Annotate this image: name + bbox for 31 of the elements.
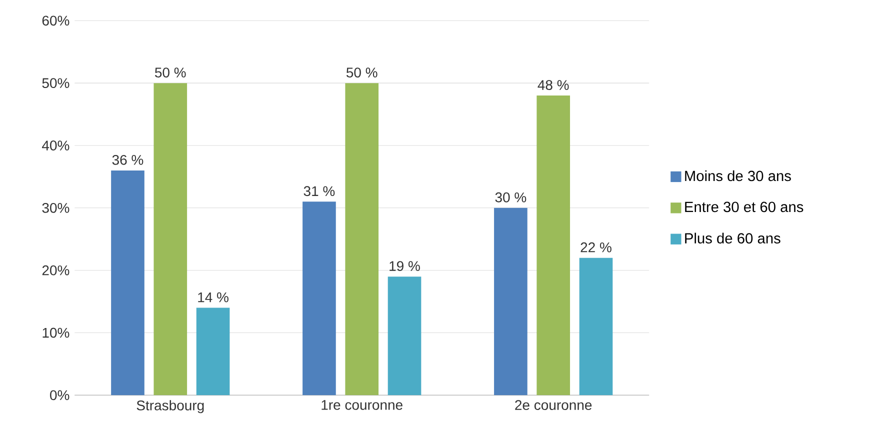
- data-label: 30 %: [495, 192, 526, 202]
- x-tick-label: 1re couronne: [322, 400, 402, 410]
- bar: [388, 276, 422, 396]
- data-label: 14 %: [198, 292, 228, 302]
- y-tick-label: 50%: [42, 78, 70, 88]
- bar: [196, 308, 230, 396]
- legend-label: Plus de 60 ans: [685, 232, 780, 244]
- legend-label: Entre 30 et 60 ans: [685, 202, 804, 212]
- data-label: 31 %: [304, 186, 335, 196]
- y-tick-label: 10%: [42, 328, 70, 338]
- data-label: 22 %: [580, 242, 612, 252]
- bar: [536, 96, 570, 396]
- y-tick-label: 20%: [42, 265, 70, 276]
- y-tick-label: 30%: [42, 203, 70, 213]
- data-label: 19 %: [390, 261, 420, 272]
- bar: [579, 258, 613, 396]
- bar: [494, 208, 528, 396]
- data-label: 48 %: [538, 80, 569, 90]
- bar: [154, 83, 188, 396]
- data-label: 36 %: [112, 155, 144, 165]
- y-tick-label: 40%: [42, 140, 70, 151]
- bar: [111, 170, 144, 396]
- legend-label: Moins de 30 ans: [685, 170, 791, 182]
- x-tick-label: Strasbourg: [136, 400, 204, 414]
- data-label: 50 %: [346, 68, 378, 78]
- y-tick-label: 0%: [50, 390, 70, 400]
- y-tick-label: 60%: [42, 16, 70, 26]
- bar: [302, 202, 336, 396]
- bar: [345, 83, 379, 396]
- x-tick-label: 2e couronne: [515, 400, 592, 410]
- data-label: 50 %: [155, 68, 186, 78]
